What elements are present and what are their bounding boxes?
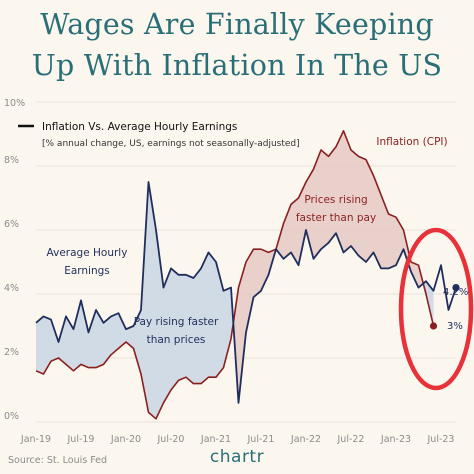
gap-fill-segment — [246, 249, 254, 333]
prices-faster-label-line1: Prices rising — [304, 194, 367, 206]
gap-fill-segment — [321, 150, 329, 250]
gap-fill-segment — [328, 146, 336, 243]
x-tick-label: Jul-22 — [337, 434, 365, 445]
source-note: Source: St. Louis Fed — [8, 455, 108, 466]
gap-fill-segment — [298, 182, 306, 266]
gap-fill-segment — [388, 214, 396, 269]
gap-fill-segment — [43, 316, 51, 374]
title-line-1: Wages Are Finally Keeping — [40, 8, 434, 41]
gap-fill-segment — [381, 194, 389, 269]
wages-end-point — [452, 284, 460, 292]
x-tick-label: Jan-20 — [110, 434, 141, 445]
x-tick-label: Jul-21 — [247, 434, 275, 445]
x-tick-label: Jan-22 — [290, 434, 321, 445]
gap-fill-segment — [358, 156, 366, 262]
cpi-series-label: Inflation (CPI) — [376, 136, 447, 148]
gap-fill-segment — [148, 182, 156, 419]
cpi-line — [35, 130, 435, 420]
wages-series-label-line2: Earnings — [64, 265, 110, 277]
y-tick-label: 4% — [4, 283, 19, 294]
gap-fill-segment — [373, 175, 381, 269]
chart-title: Wages Are Finally Keeping Up With Inflat… — [0, 4, 474, 86]
wages-end-value-label: 4.2% — [443, 287, 468, 298]
y-tick-label: 6% — [4, 219, 19, 230]
gap-fill-segment — [73, 300, 81, 371]
gap-fill-segment — [141, 182, 149, 413]
y-tick-label: 10% — [4, 98, 25, 109]
highlight-circle — [398, 227, 474, 391]
gap-fill-segment — [186, 274, 194, 384]
gap-fill-segment — [411, 262, 419, 288]
gap-fill-segment — [36, 316, 44, 374]
gap-fills — [36, 130, 434, 419]
gap-fill-segment — [193, 268, 201, 384]
annotations: Average Hourly Earnings Inflation (CPI) … — [47, 136, 469, 346]
pay-faster-label-line1: Pay rising faster — [134, 316, 219, 328]
x-tick-label: Jul-20 — [157, 434, 185, 445]
gap-fill-segment — [261, 249, 269, 291]
brand-logo: chartr — [209, 447, 265, 467]
x-tick-label: Jan-21 — [200, 434, 231, 445]
x-axis-ticks: Jan-19 Jul-19 Jan-20 Jul-20 Jan-21 Jul-21 Jan-… — [20, 434, 455, 445]
gap-fill-segment — [208, 252, 216, 378]
legend: Inflation Vs. Average Hourly Earnings [%… — [18, 121, 300, 149]
y-axis-ticks: 0% 2% 4% 6% 8% 10% — [4, 98, 25, 422]
gap-fill-segment — [171, 268, 179, 390]
y-tick-label: 0% — [4, 411, 19, 422]
gap-fill-segment — [238, 262, 246, 403]
title-line-2: Up With Inflation In The US — [31, 49, 443, 82]
gap-fill-segment — [133, 310, 141, 374]
wages-line — [35, 181, 457, 404]
gap-fill-segment — [336, 130, 344, 253]
gap-fill-segment — [51, 319, 59, 362]
gap-fill-segment — [111, 313, 119, 355]
gap-fill-segment — [283, 204, 291, 259]
gap-fill-segment — [351, 150, 359, 256]
gap-fill-segment — [163, 268, 171, 403]
gap-fill-segment — [66, 316, 74, 371]
gap-fill-segment — [313, 150, 321, 259]
x-tick-label: Jan-23 — [380, 434, 411, 445]
gap-fill-segment — [96, 310, 104, 368]
series-lines — [35, 130, 460, 420]
cpi-end-point — [429, 322, 438, 330]
y-tick-label: 2% — [4, 347, 19, 358]
gap-fill-segment — [88, 310, 96, 368]
gap-fill-segment — [81, 300, 89, 368]
wages-series-label-line1: Average Hourly — [47, 247, 128, 259]
gap-fill-segment — [343, 130, 351, 253]
legend-title: Inflation Vs. Average Hourly Earnings — [42, 121, 237, 133]
gap-fill-segment — [58, 316, 66, 365]
x-tick-label: Jul-23 — [427, 434, 455, 445]
gap-fill-segment — [253, 249, 261, 298]
gap-fill-segment — [103, 316, 111, 365]
gap-fill-segment — [291, 198, 299, 266]
prices-faster-label-line2: faster than pay — [296, 212, 376, 224]
gap-fill-segment — [216, 262, 224, 378]
gap-fill-segment — [396, 217, 404, 266]
gap-fill-segment — [118, 313, 126, 349]
x-tick-label: Jul-19 — [67, 434, 95, 445]
x-tick-label: Jan-19 — [20, 434, 51, 445]
gap-fill-segment — [201, 252, 209, 384]
gap-fill-segment — [366, 159, 374, 262]
y-tick-label: 8% — [4, 155, 19, 166]
gap-fill-segment — [178, 274, 186, 381]
legend-subtitle: [% annual change, US, earnings not seaso… — [42, 139, 300, 149]
cpi-end-value-label: 3% — [447, 321, 463, 332]
gap-fill-segment — [223, 287, 231, 368]
pay-faster-label-line2: than prices — [147, 334, 206, 346]
